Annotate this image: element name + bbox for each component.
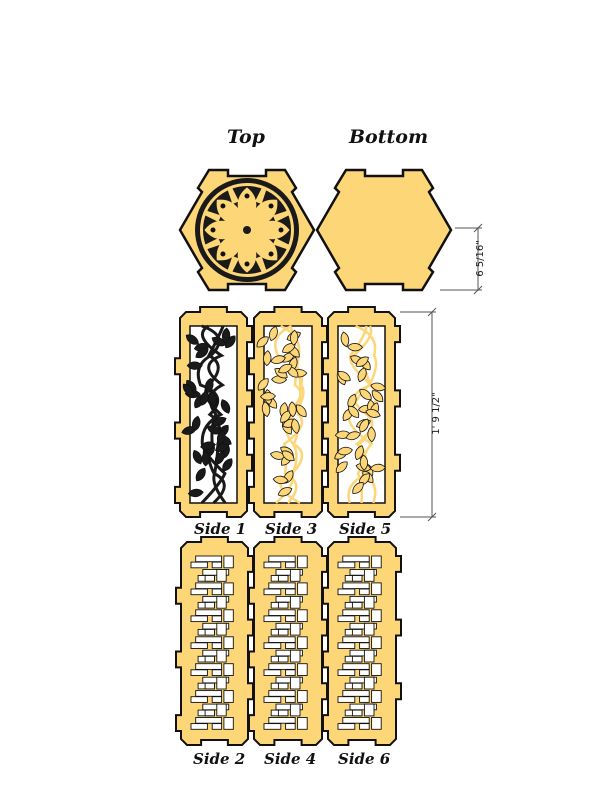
top-heading: Top: [227, 126, 265, 148]
side-1-label: Side 1: [194, 520, 247, 538]
side-5-panel: [322, 306, 401, 518]
bottom-heading: Bottom: [349, 126, 429, 148]
side-6-label: Side 6: [338, 750, 391, 768]
bottom-hexagon-outline: [315, 168, 453, 292]
side-4-label: Side 4: [264, 750, 317, 768]
rosette-medallion: [195, 178, 299, 282]
panel-height-dimension: [400, 307, 437, 522]
hex-height-label: 6 5/16": [474, 240, 486, 277]
top-hexagon: [178, 168, 316, 292]
side-4-panel: [248, 536, 328, 746]
side-2-panel: [175, 536, 254, 746]
hex-height-dimension: [440, 223, 483, 295]
side-3-label: Side 3: [265, 520, 318, 538]
side-6-panel: [322, 536, 402, 746]
side-3-panel: [248, 306, 328, 518]
side-5-label: Side 5: [339, 520, 392, 538]
side-1-panel: [174, 306, 253, 518]
side-2-label: Side 2: [193, 750, 246, 768]
panel-height-label: 1' 9 1/2": [430, 392, 442, 435]
